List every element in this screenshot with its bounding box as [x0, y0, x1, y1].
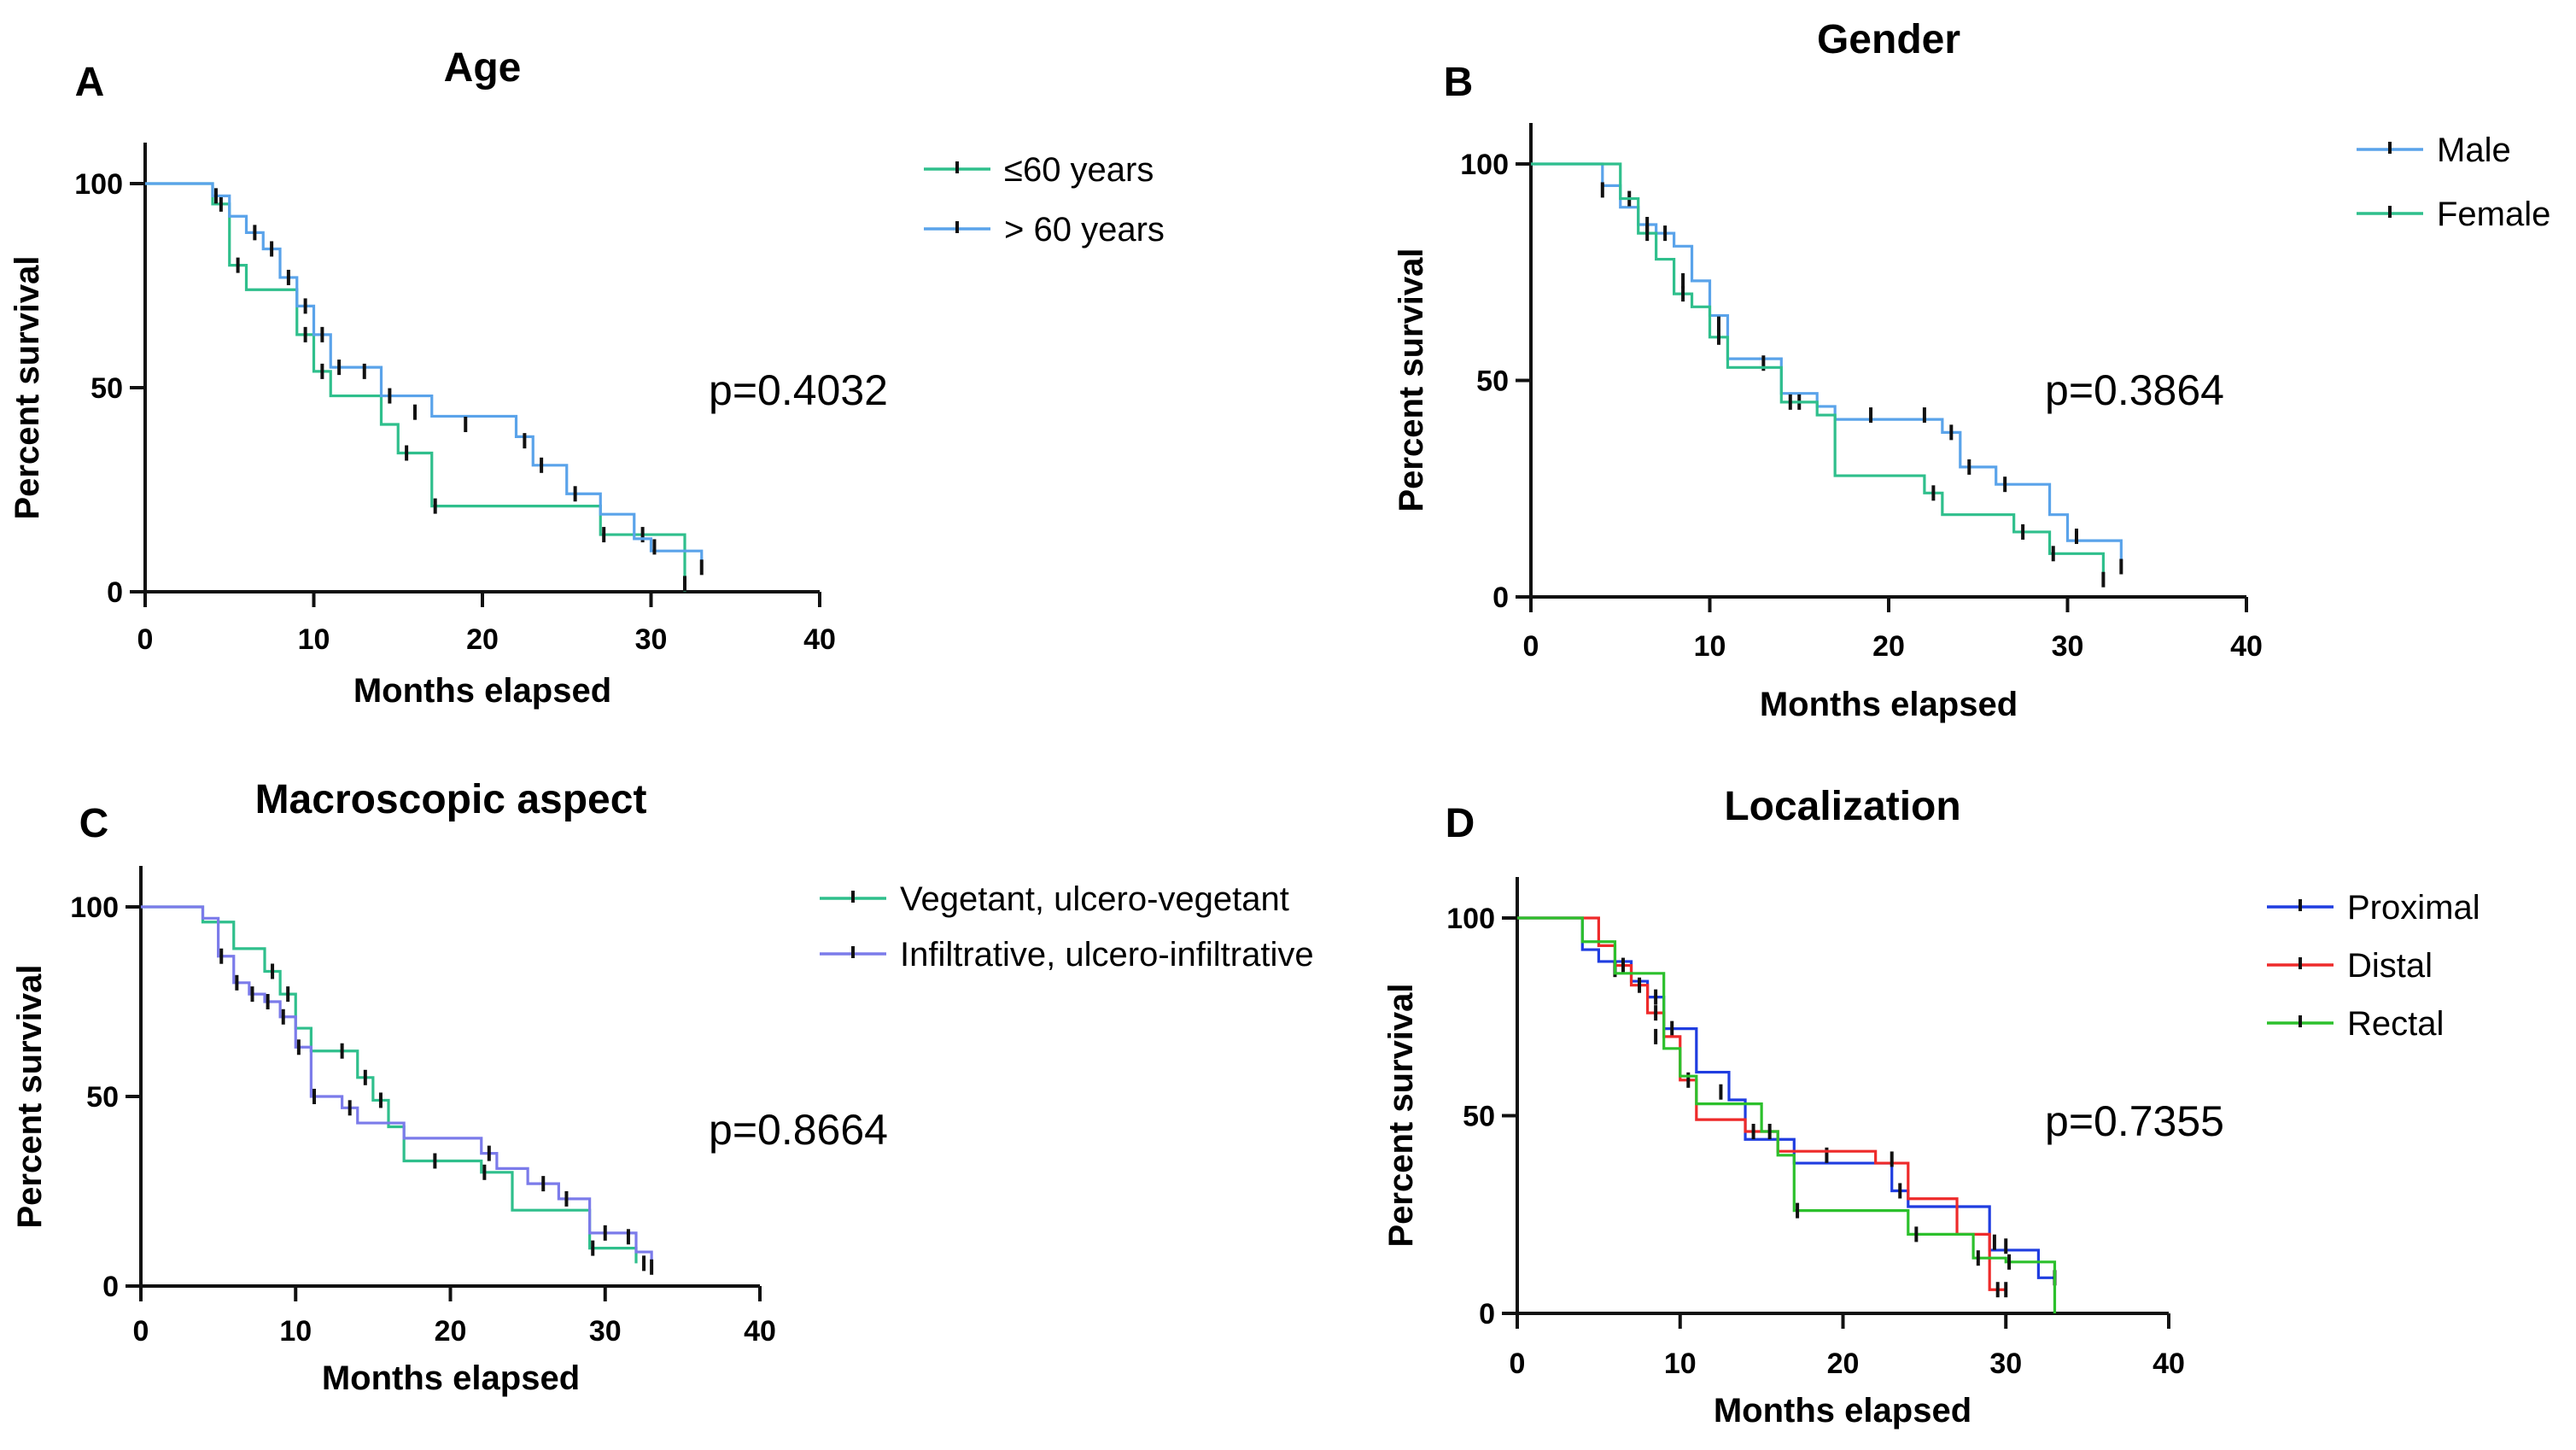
y-tick-label: 0: [1479, 1298, 1495, 1330]
x-tick-label: 10: [279, 1315, 312, 1348]
x-tick-label: 40: [744, 1315, 776, 1348]
legend-label: > 60 years: [1004, 211, 1165, 248]
chart-title: Gender: [1817, 17, 1960, 62]
x-tick-label: 20: [435, 1315, 467, 1348]
y-tick-label: 0: [1492, 582, 1509, 614]
panel-label: A: [75, 60, 105, 105]
panel-label: C: [79, 801, 109, 846]
p-value-annotation: p=0.8664: [709, 1106, 888, 1154]
chart-title: Localization: [1724, 784, 1960, 829]
survival-curve-2: [1531, 162, 2105, 576]
legend-label: Vegetant, ulcero-vegetant: [900, 880, 1289, 918]
panel-label: D: [1446, 801, 1475, 846]
survival-curve-1: [145, 182, 686, 592]
x-tick-label: 0: [1510, 1348, 1526, 1380]
panel-b-gender: B Gender 0 10 20 30 40 0 50 100 Months elapsed Perc…: [1393, 17, 2550, 723]
y-tick-label: 50: [1476, 365, 1509, 398]
p-value-annotation: p=0.7355: [2045, 1097, 2224, 1145]
x-tick-label: 20: [1872, 630, 1905, 663]
chart-title: Macroscopic aspect: [255, 777, 647, 822]
x-tick-label: 30: [2052, 630, 2084, 663]
panel-d-localization: D Localization 0 10 20 30 40 0 50 100 Months elaps…: [1382, 784, 2480, 1430]
x-axis-label: Months elapsed: [1760, 686, 2018, 723]
y-tick-label: 0: [102, 1271, 119, 1303]
y-axis-label: Percent survival: [11, 964, 49, 1228]
legend-label: ≤60 years: [1004, 151, 1154, 189]
x-tick-label: 0: [133, 1315, 149, 1348]
y-axis-label: Percent survival: [1382, 983, 1420, 1247]
y-tick-label: 100: [74, 168, 123, 201]
legend-label: Male: [2437, 132, 2511, 169]
x-tick-label: 30: [1989, 1348, 2022, 1380]
p-value-annotation: p=0.4032: [709, 366, 888, 414]
y-axis-label: Percent survival: [9, 255, 46, 519]
survival-curve-2: [141, 905, 653, 1264]
x-tick-label: 10: [1694, 630, 1726, 663]
legend-label: Proximal: [2347, 889, 2480, 927]
x-tick-label: 20: [1827, 1348, 1860, 1380]
survival-curve-2: [145, 182, 704, 568]
x-axis-label: Months elapsed: [353, 672, 611, 710]
x-tick-label: 10: [298, 623, 330, 656]
x-axis-label: Months elapsed: [1714, 1392, 1971, 1430]
x-tick-label: 40: [2153, 1348, 2185, 1380]
survival-curve-1: [1517, 916, 2057, 1279]
x-tick-label: 0: [1523, 630, 1539, 663]
legend-label: Infiltrative, ulcero-infiltrative: [900, 936, 1314, 973]
legend-label: Rectal: [2347, 1005, 2444, 1043]
x-tick-label: 20: [466, 623, 499, 656]
y-tick-label: 50: [1463, 1101, 1495, 1133]
x-axis-label: Months elapsed: [322, 1359, 580, 1397]
survival-curve-1: [141, 905, 638, 1264]
p-value-annotation: p=0.3864: [2045, 366, 2224, 414]
panel-a-age: A Age 0 10 20 30 40 0 50 100 Months elapsed Percent…: [9, 45, 1165, 710]
y-tick-label: 100: [1460, 149, 1509, 181]
y-tick-label: 50: [86, 1081, 119, 1114]
x-tick-label: 30: [589, 1315, 622, 1348]
panel-label: B: [1444, 60, 1474, 105]
x-tick-label: 10: [1664, 1348, 1697, 1380]
y-tick-label: 100: [70, 892, 119, 924]
survival-curve-1: [1531, 162, 2123, 563]
chart-title: Age: [444, 45, 522, 91]
panel-c-macroscopic-aspect: C Macroscopic aspect 0 10 20 30 40 0 50 100 Months…: [11, 777, 1314, 1397]
y-tick-label: 0: [107, 576, 123, 609]
y-tick-label: 100: [1446, 903, 1495, 935]
legend-label: Distal: [2347, 947, 2433, 985]
x-tick-label: 0: [137, 623, 154, 656]
x-tick-label: 30: [635, 623, 668, 656]
x-tick-label: 40: [2230, 630, 2263, 663]
x-tick-label: 40: [803, 623, 836, 656]
y-axis-label: Percent survival: [1393, 248, 1430, 512]
legend-label: Female: [2437, 196, 2550, 233]
y-tick-label: 50: [91, 372, 123, 405]
survival-curve-3: [1517, 916, 2057, 1313]
